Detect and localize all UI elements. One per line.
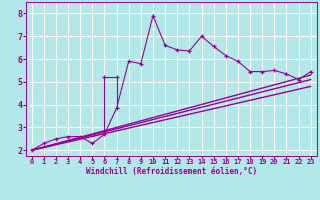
X-axis label: Windchill (Refroidissement éolien,°C): Windchill (Refroidissement éolien,°C) bbox=[86, 167, 257, 176]
